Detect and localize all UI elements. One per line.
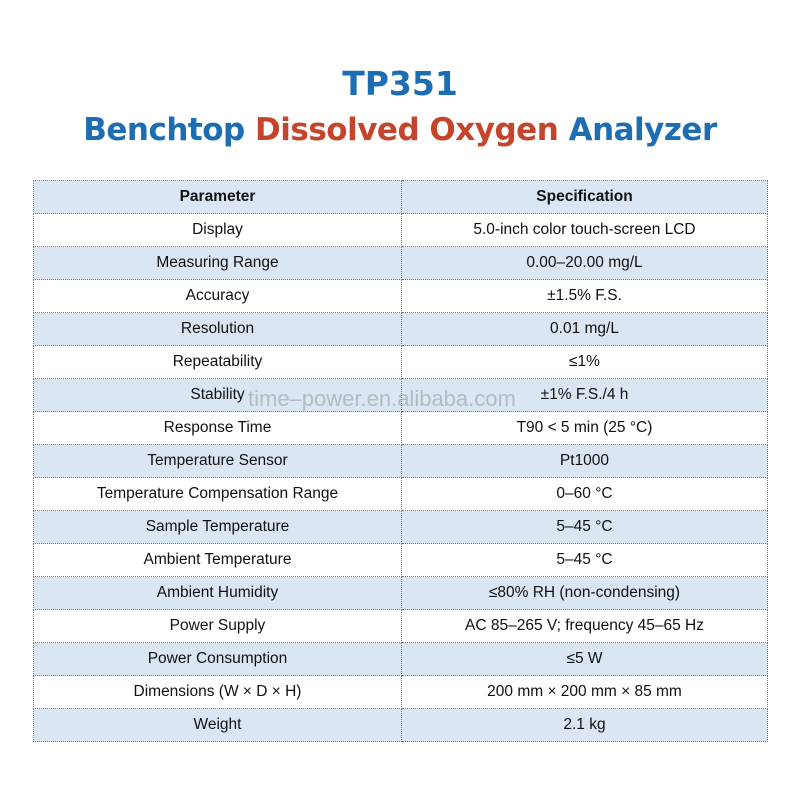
parameter-cell: Power Supply	[33, 609, 402, 643]
parameter-cell: Power Consumption	[33, 642, 402, 676]
table-row: Temperature Compensation Range 0–60 °C	[33, 477, 768, 511]
specification-cell: ±1.5% F.S.	[401, 279, 768, 313]
parameter-cell: Repeatability	[33, 345, 402, 379]
spec-table: Parameter Specification Display 5.0-inch …	[33, 180, 768, 742]
table-row: Stability ±1% F.S./4 h	[33, 378, 768, 412]
subtitle-part: Analyzer	[568, 112, 718, 148]
table-row: Dimensions (W × D × H) 200 mm × 200 mm × …	[33, 675, 768, 709]
specification-cell: 200 mm × 200 mm × 85 mm	[401, 675, 768, 709]
specification-cell: 5–45 °C	[401, 510, 768, 544]
specification-cell: 0.00–20.00 mg/L	[401, 246, 768, 280]
table-row: Measuring Range 0.00–20.00 mg/L	[33, 246, 768, 280]
parameter-cell: Weight	[33, 708, 402, 742]
specification-cell: Pt1000	[401, 444, 768, 478]
specification-cell: ≤1%	[401, 345, 768, 379]
specification-cell: T90 < 5 min (25 °C)	[401, 411, 768, 445]
header-row: Parameter Specification	[33, 180, 768, 214]
parameter-cell: Sample Temperature	[33, 510, 402, 544]
parameter-cell: Ambient Humidity	[33, 576, 402, 610]
parameter-cell: Resolution	[33, 312, 402, 346]
parameter-cell: Accuracy	[33, 279, 402, 313]
column-header: Parameter	[33, 180, 402, 214]
table-row: Repeatability ≤1%	[33, 345, 768, 379]
parameter-cell: Temperature Compensation Range	[33, 477, 402, 511]
subtitle-part: Dissolved Oxygen	[255, 112, 559, 148]
table-row: Power Consumption ≤5 W	[33, 642, 768, 676]
specification-cell: 2.1 kg	[401, 708, 768, 742]
specification-cell: 0–60 °C	[401, 477, 768, 511]
parameter-cell: Dimensions (W × D × H)	[33, 675, 402, 709]
specification-cell: ≤80% RH (non-condensing)	[401, 576, 768, 610]
parameter-cell: Temperature Sensor	[33, 444, 402, 478]
table-row: Resolution 0.01 mg/L	[33, 312, 768, 346]
subtitle: Benchtop Dissolved Oxygen Analyzer	[0, 112, 800, 148]
table-row: Accuracy ±1.5% F.S.	[33, 279, 768, 313]
specification-cell: 5.0-inch color touch-screen LCD	[401, 213, 768, 247]
specification-cell: AC 85–265 V; frequency 45–65 Hz	[401, 609, 768, 643]
parameter-cell: Stability	[33, 378, 402, 412]
specification-cell: ±1% F.S./4 h	[401, 378, 768, 412]
specification-cell: 5–45 °C	[401, 543, 768, 577]
specification-cell: ≤5 W	[401, 642, 768, 676]
table-row: Ambient Humidity ≤80% RH (non-condensing)	[33, 576, 768, 610]
parameter-cell: Response Time	[33, 411, 402, 445]
table-row: Display 5.0-inch color touch-screen LCD	[33, 213, 768, 247]
table-body: Display 5.0-inch color touch-screen LCD Me…	[33, 213, 768, 742]
specification-cell: 0.01 mg/L	[401, 312, 768, 346]
column-header: Specification	[401, 180, 768, 214]
parameter-cell: Display	[33, 213, 402, 247]
table-row: Response Time T90 < 5 min (25 °C)	[33, 411, 768, 445]
parameter-cell: Ambient Temperature	[33, 543, 402, 577]
table-row: Power Supply AC 85–265 V; frequency 45–65…	[33, 609, 768, 643]
title: TP351	[342, 64, 458, 103]
table-row: Temperature Sensor Pt1000	[33, 444, 768, 478]
table-row: Sample Temperature 5–45 °C	[33, 510, 768, 544]
subtitle-part: Benchtop	[83, 112, 245, 148]
table-row: Ambient Temperature 5–45 °C	[33, 543, 768, 577]
parameter-cell: Measuring Range	[33, 246, 402, 280]
table-row: Weight 2.1 kg	[33, 708, 768, 742]
